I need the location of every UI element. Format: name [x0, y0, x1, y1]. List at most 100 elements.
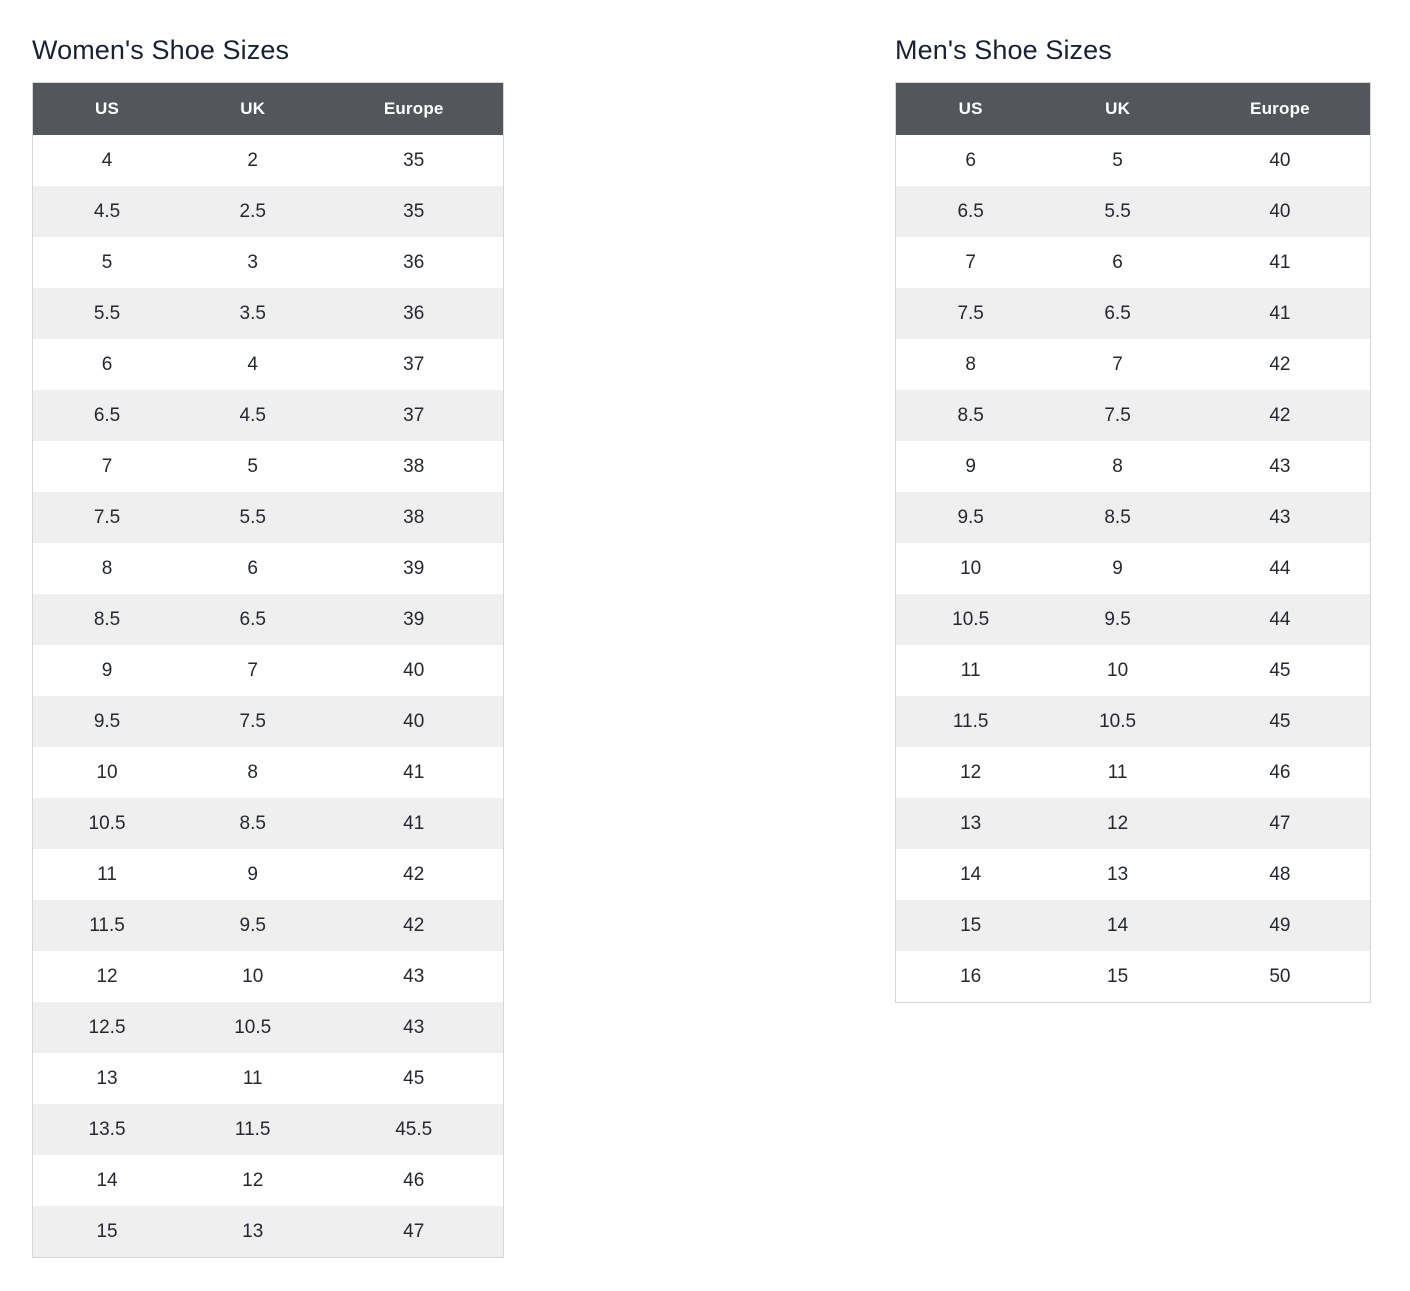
cell-europe: 42 — [324, 900, 504, 951]
cell-uk: 14 — [1045, 900, 1190, 951]
cell-uk: 6 — [1045, 237, 1190, 288]
cell-us: 11 — [895, 645, 1046, 696]
cell-europe: 47 — [1189, 798, 1371, 849]
cell-europe: 42 — [1189, 390, 1371, 441]
cell-us: 12 — [32, 951, 182, 1002]
table-row: 11 9 42 — [32, 849, 504, 900]
cell-europe: 43 — [324, 951, 504, 1002]
column-header-uk: UK — [1045, 82, 1190, 135]
cell-europe: 48 — [1189, 849, 1371, 900]
table-row: 13 12 47 — [895, 798, 1371, 849]
cell-europe: 41 — [1189, 237, 1371, 288]
table-row: 5 3 36 — [32, 237, 504, 288]
cell-us: 12.5 — [32, 1002, 182, 1053]
cell-uk: 8 — [181, 747, 325, 798]
cell-europe: 38 — [324, 441, 504, 492]
cell-uk: 4 — [181, 339, 325, 390]
mens-table-body: 6 5 40 6.5 5.5 40 7 6 41 7.5 6.5 41 8 7 42 8.5 7.5 42 9 8 43… — [895, 135, 1371, 1003]
table-row: 16 15 50 — [895, 951, 1371, 1003]
cell-europe: 43 — [1189, 441, 1371, 492]
cell-us: 13.5 — [32, 1104, 182, 1155]
cell-europe: 37 — [324, 339, 504, 390]
table-row: 8.5 6.5 39 — [32, 594, 504, 645]
table-row: 7.5 6.5 41 — [895, 288, 1371, 339]
table-row: 6 5 40 — [895, 135, 1371, 186]
cell-uk: 15 — [1045, 951, 1190, 1003]
cell-us: 10.5 — [895, 594, 1046, 645]
mens-table-head: US UK Europe — [895, 82, 1371, 135]
table-row: 7.5 5.5 38 — [32, 492, 504, 543]
cell-us: 8.5 — [32, 594, 182, 645]
table-row: 9.5 7.5 40 — [32, 696, 504, 747]
cell-europe: 49 — [1189, 900, 1371, 951]
cell-uk: 2.5 — [181, 186, 325, 237]
cell-europe: 40 — [1189, 135, 1371, 186]
cell-europe: 45 — [324, 1053, 504, 1104]
cell-us: 7 — [895, 237, 1046, 288]
table-row: 15 13 47 — [32, 1206, 504, 1258]
mens-table-title: Men's Shoe Sizes — [895, 35, 1112, 65]
cell-uk: 11 — [1045, 747, 1190, 798]
column-header-us: US — [895, 82, 1046, 135]
cell-europe: 50 — [1189, 951, 1371, 1003]
cell-us: 10 — [32, 747, 182, 798]
cell-europe: 42 — [324, 849, 504, 900]
cell-uk: 10 — [181, 951, 325, 1002]
cell-uk: 9.5 — [1045, 594, 1190, 645]
cell-europe: 41 — [324, 747, 504, 798]
cell-us: 11.5 — [895, 696, 1046, 747]
table-row: 13.5 11.5 45.5 — [32, 1104, 504, 1155]
cell-uk: 3.5 — [181, 288, 325, 339]
cell-uk: 6.5 — [181, 594, 325, 645]
cell-us: 16 — [895, 951, 1046, 1003]
cell-uk: 8.5 — [181, 798, 325, 849]
table-row: 4.5 2.5 35 — [32, 186, 504, 237]
cell-europe: 45 — [1189, 696, 1371, 747]
column-header-europe: Europe — [1189, 82, 1371, 135]
cell-europe: 36 — [324, 288, 504, 339]
cell-us: 13 — [895, 798, 1046, 849]
womens-shoe-size-section: Women's Shoe Sizes US UK Europe 4 2 35 4.5 2… — [32, 34, 504, 1258]
cell-europe: 38 — [324, 492, 504, 543]
cell-uk: 8.5 — [1045, 492, 1190, 543]
table-header-row: US UK Europe — [895, 82, 1371, 135]
cell-europe: 43 — [1189, 492, 1371, 543]
cell-uk: 6 — [181, 543, 325, 594]
table-row: 15 14 49 — [895, 900, 1371, 951]
cell-uk: 5 — [1045, 135, 1190, 186]
cell-europe: 35 — [324, 135, 504, 186]
mens-size-table: US UK Europe 6 5 40 6.5 5.5 40 7 6 41 7.5 6.5 41 8 7 4… — [895, 82, 1371, 1003]
cell-europe: 40 — [1189, 186, 1371, 237]
cell-europe: 40 — [324, 696, 504, 747]
table-row: 5.5 3.5 36 — [32, 288, 504, 339]
cell-us: 7 — [32, 441, 182, 492]
column-header-uk: UK — [181, 82, 325, 135]
cell-us: 5.5 — [32, 288, 182, 339]
cell-uk: 2 — [181, 135, 325, 186]
cell-us: 8.5 — [895, 390, 1046, 441]
cell-uk: 12 — [181, 1155, 325, 1206]
cell-europe: 46 — [1189, 747, 1371, 798]
womens-table-body: 4 2 35 4.5 2.5 35 5 3 36 5.5 3.5 36 6 4 37 6.5 4.5 37 7 5 38… — [32, 135, 504, 1258]
column-header-europe: Europe — [324, 82, 504, 135]
table-row: 14 12 46 — [32, 1155, 504, 1206]
womens-table-title: Women's Shoe Sizes — [32, 35, 290, 65]
table-row: 7 5 38 — [32, 441, 504, 492]
cell-uk: 3 — [181, 237, 325, 288]
table-row: 6.5 5.5 40 — [895, 186, 1371, 237]
table-row: 4 2 35 — [32, 135, 504, 186]
cell-uk: 4.5 — [181, 390, 325, 441]
table-row: 9.5 8.5 43 — [895, 492, 1371, 543]
womens-table-head: US UK Europe — [32, 82, 504, 135]
table-row: 10.5 9.5 44 — [895, 594, 1371, 645]
cell-europe: 35 — [324, 186, 504, 237]
table-row: 8 7 42 — [895, 339, 1371, 390]
cell-uk: 11 — [181, 1053, 325, 1104]
cell-us: 6 — [32, 339, 182, 390]
cell-uk: 13 — [1045, 849, 1190, 900]
table-row: 11 10 45 — [895, 645, 1371, 696]
cell-us: 6.5 — [32, 390, 182, 441]
cell-us: 6 — [895, 135, 1046, 186]
cell-us: 10 — [895, 543, 1046, 594]
cell-europe: 39 — [324, 594, 504, 645]
